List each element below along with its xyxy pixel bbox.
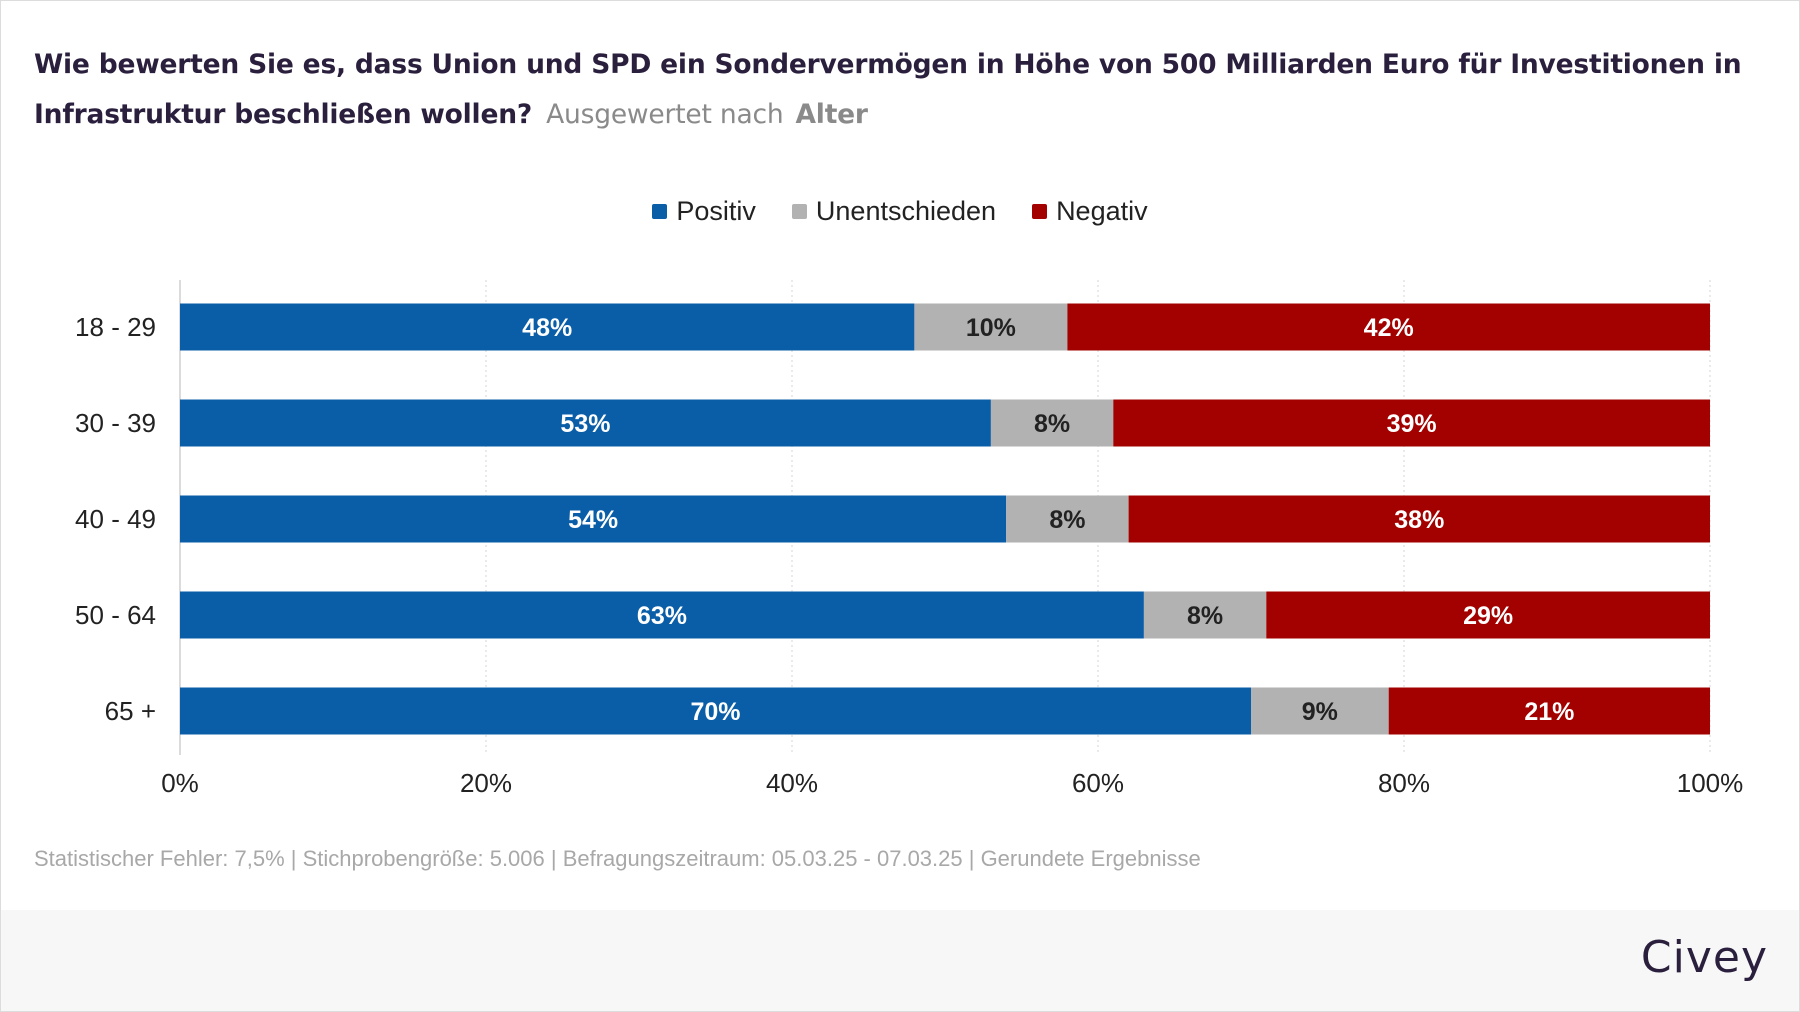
category-label: 18 - 29: [75, 312, 156, 342]
data-label: 8%: [1034, 410, 1070, 438]
breakdown-key: Alter: [795, 99, 869, 130]
footer-band: [1, 910, 1799, 1011]
bar-segment-unentschieden: [1143, 591, 1267, 639]
bar-segment-negativ: [1067, 303, 1710, 351]
breakdown-prefix: Ausgewertet nach: [546, 99, 784, 130]
data-label: 38%: [1394, 506, 1444, 534]
data-label: 9%: [1302, 698, 1338, 726]
legend-label-positive: Positiv: [676, 196, 756, 226]
bar-segment-positiv: [180, 495, 1007, 543]
x-tick-label: 60%: [1072, 768, 1124, 798]
data-label: 48%: [522, 314, 572, 342]
footnote: Statistischer Fehler: 7,5% | Stichproben…: [34, 846, 1201, 871]
data-label: 29%: [1463, 602, 1513, 630]
bar-segment-negativ: [1388, 687, 1710, 735]
bar-segment-positiv: [180, 399, 991, 447]
legend-swatch-positive: [652, 204, 668, 219]
x-tick-label: 0%: [161, 768, 199, 798]
legend-swatch-undecided: [791, 204, 807, 219]
data-label: 8%: [1049, 506, 1085, 534]
x-tick-label: 20%: [460, 768, 512, 798]
category-label: 40 - 49: [75, 504, 156, 534]
legend-swatch-negative: [1032, 204, 1048, 219]
category-label: 30 - 39: [75, 408, 156, 438]
data-label: 53%: [560, 410, 610, 438]
data-label: 8%: [1187, 602, 1223, 630]
bar-segment-unentschieden: [914, 303, 1068, 351]
category-label: 50 - 64: [75, 600, 156, 630]
legend: Positiv Unentschieden Negativ: [0, 196, 1800, 227]
bar-segment-unentschieden: [990, 399, 1114, 447]
stacked-bar-chart: 0% 20% 40% 60% 80% 100% 18 - 29 48% 10% 42% 30 - 3…: [75, 280, 1744, 798]
x-tick-label: 40%: [766, 768, 818, 798]
bar-segment-positiv: [180, 687, 1251, 735]
data-label: 42%: [1364, 314, 1414, 342]
data-label: 10%: [966, 314, 1016, 342]
bar-segment-positiv: [180, 303, 915, 351]
x-tick-label: 100%: [1677, 768, 1744, 798]
bar-segment-negativ: [1128, 495, 1710, 543]
bar-segment-unentschieden: [1006, 495, 1129, 543]
data-label: 70%: [690, 698, 740, 726]
brand-logo: Civey: [1640, 932, 1768, 983]
data-label: 63%: [637, 602, 687, 630]
legend-label-negative: Negativ: [1056, 196, 1148, 226]
bar-segment-negativ: [1266, 591, 1710, 639]
x-tick-label: 80%: [1378, 768, 1430, 798]
legend-item-positive: Positiv: [652, 196, 756, 227]
bar-segment-unentschieden: [1251, 687, 1389, 735]
category-label: 65 +: [105, 696, 156, 726]
data-label: 21%: [1524, 698, 1574, 726]
legend-item-negative: Negativ: [1032, 196, 1148, 227]
data-label: 54%: [568, 506, 618, 534]
legend-item-undecided: Unentschieden: [791, 196, 997, 227]
data-label: 39%: [1387, 410, 1437, 438]
legend-label-undecided: Unentschieden: [815, 196, 997, 226]
chart-title: Wie bewerten Sie es, dass Union und SPD …: [34, 40, 1764, 140]
bar-segment-positiv: [180, 591, 1144, 639]
question-text: Wie bewerten Sie es, dass Union und SPD …: [34, 49, 1742, 130]
bar-segment-negativ: [1113, 399, 1710, 447]
